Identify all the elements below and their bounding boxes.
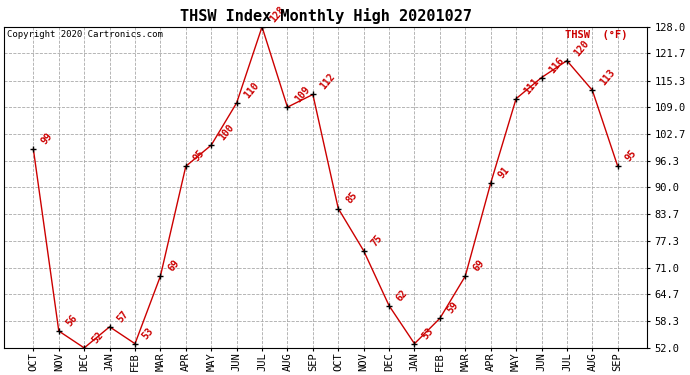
Text: 99: 99 xyxy=(39,131,54,147)
Text: 85: 85 xyxy=(344,190,359,206)
Text: 69: 69 xyxy=(471,258,486,273)
Text: 95: 95 xyxy=(623,148,638,164)
Text: 59: 59 xyxy=(446,300,461,316)
Text: 53: 53 xyxy=(420,326,435,341)
Text: 69: 69 xyxy=(166,258,181,273)
Text: 62: 62 xyxy=(395,288,410,303)
Text: 109: 109 xyxy=(293,84,312,104)
Text: 53: 53 xyxy=(141,326,156,341)
Text: Copyright 2020 Cartronics.com: Copyright 2020 Cartronics.com xyxy=(8,30,164,39)
Text: 120: 120 xyxy=(573,38,591,58)
Text: 75: 75 xyxy=(369,232,384,248)
Text: 95: 95 xyxy=(191,148,206,164)
Text: 113: 113 xyxy=(598,68,617,87)
Text: 128: 128 xyxy=(268,4,286,24)
Text: 116: 116 xyxy=(547,55,566,75)
Text: 57: 57 xyxy=(115,309,130,324)
Text: 56: 56 xyxy=(64,313,79,328)
Text: 110: 110 xyxy=(242,80,262,100)
Text: 91: 91 xyxy=(496,165,511,180)
Text: 112: 112 xyxy=(318,72,337,92)
Text: THSW  (°F): THSW (°F) xyxy=(565,30,628,40)
Text: 111: 111 xyxy=(522,76,541,96)
Text: 100: 100 xyxy=(217,123,236,142)
Text: 52: 52 xyxy=(90,330,105,345)
Title: THSW Index Monthly High 20201027: THSW Index Monthly High 20201027 xyxy=(179,8,471,24)
